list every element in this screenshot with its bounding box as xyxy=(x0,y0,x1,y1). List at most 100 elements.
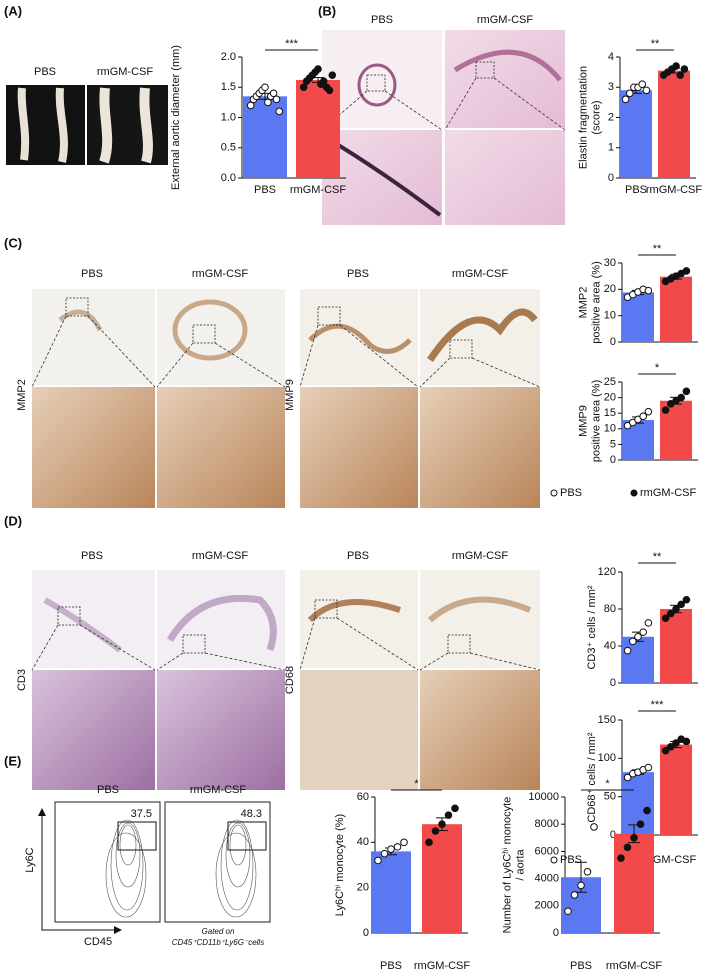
y-axis-label: MMP2 xyxy=(577,287,589,319)
gating-note: Gated on xyxy=(202,927,235,936)
x-tick-label: rmGM-CSF xyxy=(646,184,702,196)
stain-label: CD68 xyxy=(284,666,296,694)
image-label: PBS xyxy=(34,66,56,78)
stain-label: MMP9 xyxy=(284,379,296,411)
y-tick-label: 80 xyxy=(604,603,616,615)
data-point xyxy=(623,646,632,655)
data-point xyxy=(672,62,680,70)
gross-images xyxy=(6,85,168,165)
data-point xyxy=(644,763,653,772)
y-axis-label: CD3⁺ cells / mm² xyxy=(586,585,598,669)
data-point xyxy=(682,267,691,275)
data-point xyxy=(634,632,642,641)
y-tick-label: 40 xyxy=(604,640,616,652)
data-point xyxy=(264,98,272,107)
data-point xyxy=(261,83,269,92)
panel-label: (A) xyxy=(4,3,22,18)
data-point xyxy=(400,838,408,847)
y-tick-label: 1 xyxy=(608,142,614,154)
legend-label: PBS xyxy=(560,487,582,499)
y-tick-label: 15 xyxy=(604,407,616,419)
data-point xyxy=(425,838,433,847)
y-tick-label: 2.0 xyxy=(221,51,236,63)
bar xyxy=(660,276,692,342)
data-point xyxy=(667,743,675,751)
significance: ** xyxy=(653,551,662,563)
y-tick-label: 8000 xyxy=(535,818,559,830)
data-point xyxy=(269,89,278,98)
image-label: PBS xyxy=(371,14,393,26)
gate-value: 37.5 xyxy=(131,808,152,820)
data-point xyxy=(246,101,255,110)
y-tick-label: 0 xyxy=(553,927,559,939)
y-tick-label: 0.5 xyxy=(221,142,236,154)
data-point xyxy=(387,845,395,853)
y-axis-label: positive area (%) xyxy=(590,261,602,344)
panel-label: (C) xyxy=(4,235,22,250)
stain-label: MMP2 xyxy=(16,379,28,411)
data-point xyxy=(682,387,691,396)
y-axis-label: Ly6Cʰⁱ monocyte (%) xyxy=(334,814,346,916)
y-tick-label: 10000 xyxy=(528,791,559,803)
y-axis-label: Elastin fragmentation xyxy=(577,66,589,169)
significance: ** xyxy=(651,38,660,50)
y-tick-label: 0 xyxy=(363,927,369,939)
y-tick-label: 25 xyxy=(604,376,616,388)
data-point xyxy=(623,773,632,782)
bar xyxy=(622,636,654,683)
data-point xyxy=(672,739,680,747)
y-tick-label: 100 xyxy=(598,752,616,764)
data-point xyxy=(625,89,634,98)
data-point xyxy=(644,286,653,295)
data-point xyxy=(380,849,389,858)
data-point xyxy=(644,619,653,627)
y-tick-label: 60 xyxy=(357,791,369,803)
significance: * xyxy=(655,362,660,374)
y-axis-label: positive area (%) xyxy=(590,380,602,463)
image-label: rmGM-CSF xyxy=(97,66,153,78)
data-point xyxy=(275,107,284,116)
data-point xyxy=(682,595,691,604)
legend-marker xyxy=(550,856,558,864)
y-tick-label: 0 xyxy=(610,454,616,466)
data-point xyxy=(639,628,648,636)
data-point xyxy=(661,406,670,414)
image-label: PBS xyxy=(97,784,119,796)
data-point xyxy=(630,834,638,842)
y-tick-label: 5 xyxy=(610,438,616,450)
panel-label: (D) xyxy=(4,513,22,528)
data-point xyxy=(577,881,585,890)
data-point xyxy=(444,811,453,819)
data-point xyxy=(325,86,334,95)
data-point xyxy=(299,83,308,92)
data-point xyxy=(680,65,689,73)
ihc-images xyxy=(31,570,541,790)
data-point xyxy=(644,407,653,416)
image-label: rmGM-CSF xyxy=(477,14,533,26)
legend-marker xyxy=(550,489,558,497)
axis-label: Ly6C xyxy=(24,847,36,872)
y-tick-label: 4000 xyxy=(535,873,559,885)
data-point xyxy=(451,804,459,813)
y-tick-label: 6000 xyxy=(535,845,559,857)
data-point xyxy=(319,77,328,85)
y-tick-label: 3 xyxy=(608,81,614,93)
data-point xyxy=(677,393,686,402)
data-point xyxy=(590,823,598,831)
bar xyxy=(371,851,411,933)
image-label: rmGM-CSF xyxy=(192,268,248,280)
he-images xyxy=(321,30,566,225)
image-label: rmGM-CSF xyxy=(190,784,246,796)
gating-note: CD45⁺CD11b⁺Ly6G⁻cells xyxy=(172,938,264,947)
y-tick-label: 2000 xyxy=(535,900,559,912)
data-point xyxy=(661,614,670,623)
data-point xyxy=(661,746,670,755)
y-tick-label: 2 xyxy=(608,111,614,123)
data-point xyxy=(621,95,630,104)
bar xyxy=(296,79,340,178)
y-axis-label: CD68⁺ cells / mm² xyxy=(586,732,598,822)
image-label: rmGM-CSF xyxy=(192,550,248,562)
stain-label: CD3 xyxy=(16,669,28,691)
data-point xyxy=(564,907,572,916)
y-tick-label: 0 xyxy=(608,172,614,184)
